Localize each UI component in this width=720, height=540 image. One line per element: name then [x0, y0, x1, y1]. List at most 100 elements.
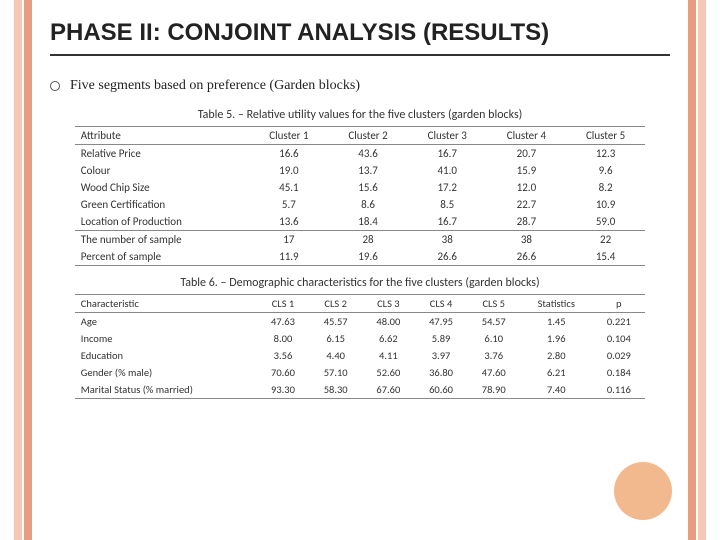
cell: 0.029	[592, 347, 645, 364]
right-outer-stripe	[698, 0, 706, 540]
cell: 4.11	[362, 347, 415, 364]
cell: 15.6	[328, 179, 407, 196]
row-label: Gender (% male)	[75, 364, 257, 381]
row-label: Green Certification	[75, 196, 250, 213]
table6-caption: Table 6. – Demographic characteristics f…	[50, 276, 670, 290]
cell: 48.00	[362, 313, 415, 331]
cell: 17	[249, 231, 328, 249]
col-header: Statistics	[520, 295, 592, 313]
table5-caption: Table 5. – Relative utility values for t…	[50, 108, 670, 122]
cell: 16.7	[408, 213, 487, 231]
cell: 78.90	[467, 381, 520, 399]
cell: 0.116	[592, 381, 645, 399]
cell: 18.4	[328, 213, 407, 231]
cell: 67.60	[362, 381, 415, 399]
cell: 3.97	[415, 347, 468, 364]
row-label: Relative Price	[75, 145, 250, 163]
table-row: Age47.6345.5748.0047.9554.571.450.221	[75, 313, 645, 331]
table-row: Wood Chip Size45.115.617.212.08.2	[75, 179, 645, 196]
cell: 22.7	[487, 196, 566, 213]
cell: 5.89	[415, 330, 468, 347]
cell: 41.0	[408, 162, 487, 179]
table-row: Colour19.013.741.015.99.6	[75, 162, 645, 179]
col-header: Cluster 1	[249, 127, 328, 145]
cell: 13.6	[249, 213, 328, 231]
col-header: CLS 3	[362, 295, 415, 313]
cell: 19.6	[328, 248, 407, 266]
table5: AttributeCluster 1Cluster 2Cluster 3Clus…	[75, 126, 645, 266]
col-header: Cluster 3	[408, 127, 487, 145]
cell: 47.60	[467, 364, 520, 381]
bullet-row: Five segments based on preference (Garde…	[50, 78, 670, 94]
table-row: Relative Price16.643.616.720.712.3	[75, 145, 645, 163]
cell: 47.95	[415, 313, 468, 331]
bullet-text: Five segments based on preference (Garde…	[70, 78, 360, 94]
left-inner-stripe	[24, 0, 32, 540]
cell: 6.15	[309, 330, 362, 347]
left-outer-stripe	[14, 0, 22, 540]
row-label: Location of Production	[75, 213, 250, 231]
col-header: CLS 2	[309, 295, 362, 313]
table-row: Gender (% male)70.6057.1052.6036.8047.60…	[75, 364, 645, 381]
cell: 5.7	[249, 196, 328, 213]
cell: 36.80	[415, 364, 468, 381]
table-row: Percent of sample11.919.626.626.615.4	[75, 248, 645, 266]
cell: 45.57	[309, 313, 362, 331]
row-label: The number of sample	[75, 231, 250, 249]
col-header: Attribute	[75, 127, 250, 145]
table-row: The number of sample1728383822	[75, 231, 645, 249]
cell: 58.30	[309, 381, 362, 399]
cell: 8.6	[328, 196, 407, 213]
cell: 38	[487, 231, 566, 249]
cell: 4.40	[309, 347, 362, 364]
table-row: Location of Production13.618.416.728.759…	[75, 213, 645, 231]
cell: 45.1	[249, 179, 328, 196]
row-label: Colour	[75, 162, 250, 179]
cell: 47.63	[257, 313, 310, 331]
cell: 12.0	[487, 179, 566, 196]
row-label: Wood Chip Size	[75, 179, 250, 196]
cell: 70.60	[257, 364, 310, 381]
cell: 0.104	[592, 330, 645, 347]
cell: 0.184	[592, 364, 645, 381]
cell: 3.76	[467, 347, 520, 364]
table-row: Green Certification5.78.68.522.710.9	[75, 196, 645, 213]
table6: CharacteristicCLS 1CLS 2CLS 3CLS 4CLS 5S…	[75, 294, 645, 399]
col-header: CLS 5	[467, 295, 520, 313]
cell: 93.30	[257, 381, 310, 399]
row-label: Income	[75, 330, 257, 347]
cell: 38	[408, 231, 487, 249]
cell: 3.56	[257, 347, 310, 364]
cell: 1.96	[520, 330, 592, 347]
cell: 20.7	[487, 145, 566, 163]
col-header: CLS 1	[257, 295, 310, 313]
cell: 6.10	[467, 330, 520, 347]
cell: 57.10	[309, 364, 362, 381]
row-label: Age	[75, 313, 257, 331]
cell: 8.2	[566, 179, 645, 196]
cell: 59.0	[566, 213, 645, 231]
cell: 2.80	[520, 347, 592, 364]
cell: 11.9	[249, 248, 328, 266]
cell: 8.00	[257, 330, 310, 347]
cell: 52.60	[362, 364, 415, 381]
cell: 43.6	[328, 145, 407, 163]
cell: 9.6	[566, 162, 645, 179]
col-header: Cluster 4	[487, 127, 566, 145]
cell: 16.6	[249, 145, 328, 163]
row-label: Education	[75, 347, 257, 364]
table-row: Education3.564.404.113.973.762.800.029	[75, 347, 645, 364]
table-row: Marital Status (% married)93.3058.3067.6…	[75, 381, 645, 399]
cell: 12.3	[566, 145, 645, 163]
bullet-circle-icon	[50, 81, 60, 91]
col-header: CLS 4	[415, 295, 468, 313]
accent-circle	[614, 462, 672, 520]
col-header: Cluster 5	[566, 127, 645, 145]
cell: 6.21	[520, 364, 592, 381]
row-label: Percent of sample	[75, 248, 250, 266]
cell: 54.57	[467, 313, 520, 331]
cell: 15.9	[487, 162, 566, 179]
row-label: Marital Status (% married)	[75, 381, 257, 399]
cell: 8.5	[408, 196, 487, 213]
cell: 15.4	[566, 248, 645, 266]
